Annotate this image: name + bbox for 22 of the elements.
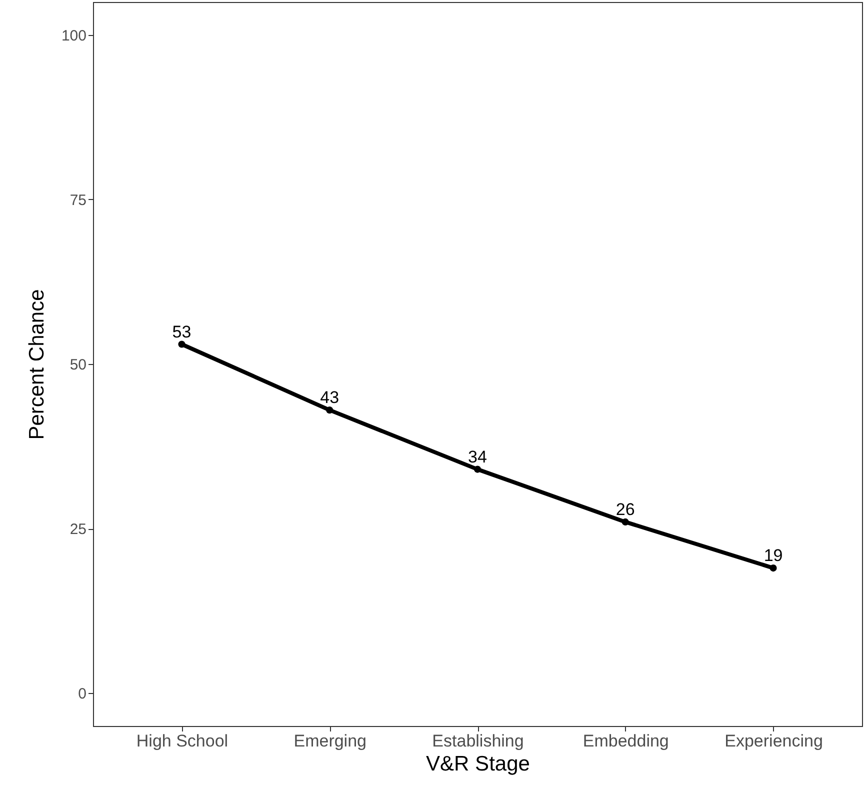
- point: [178, 340, 186, 348]
- data-label: 43: [320, 388, 340, 408]
- y-tick-label: 75: [70, 192, 86, 209]
- x-tick-label: Establishing: [432, 732, 524, 750]
- point: [770, 564, 777, 572]
- x-tick-label: High School: [136, 732, 228, 750]
- data-label: 26: [616, 500, 635, 519]
- data-label: 34: [468, 447, 487, 466]
- y-axis-title: Percent Chance: [25, 289, 48, 440]
- y-tick-label: 50: [70, 356, 86, 374]
- data-label: 19: [764, 546, 783, 566]
- data-label: 53: [172, 322, 192, 342]
- point: [622, 518, 629, 526]
- point: [474, 466, 482, 473]
- point: [326, 406, 334, 414]
- x-axis-title: V&R Stage: [426, 752, 530, 776]
- y-tick-label: 25: [70, 521, 86, 538]
- x-tick-label: Experiencing: [724, 732, 823, 750]
- x-tick-label: Emerging: [294, 732, 366, 750]
- x-tick-label: Embedding: [582, 732, 669, 750]
- y-tick-label: 100: [61, 27, 86, 44]
- y-tick-label: 0: [78, 686, 86, 703]
